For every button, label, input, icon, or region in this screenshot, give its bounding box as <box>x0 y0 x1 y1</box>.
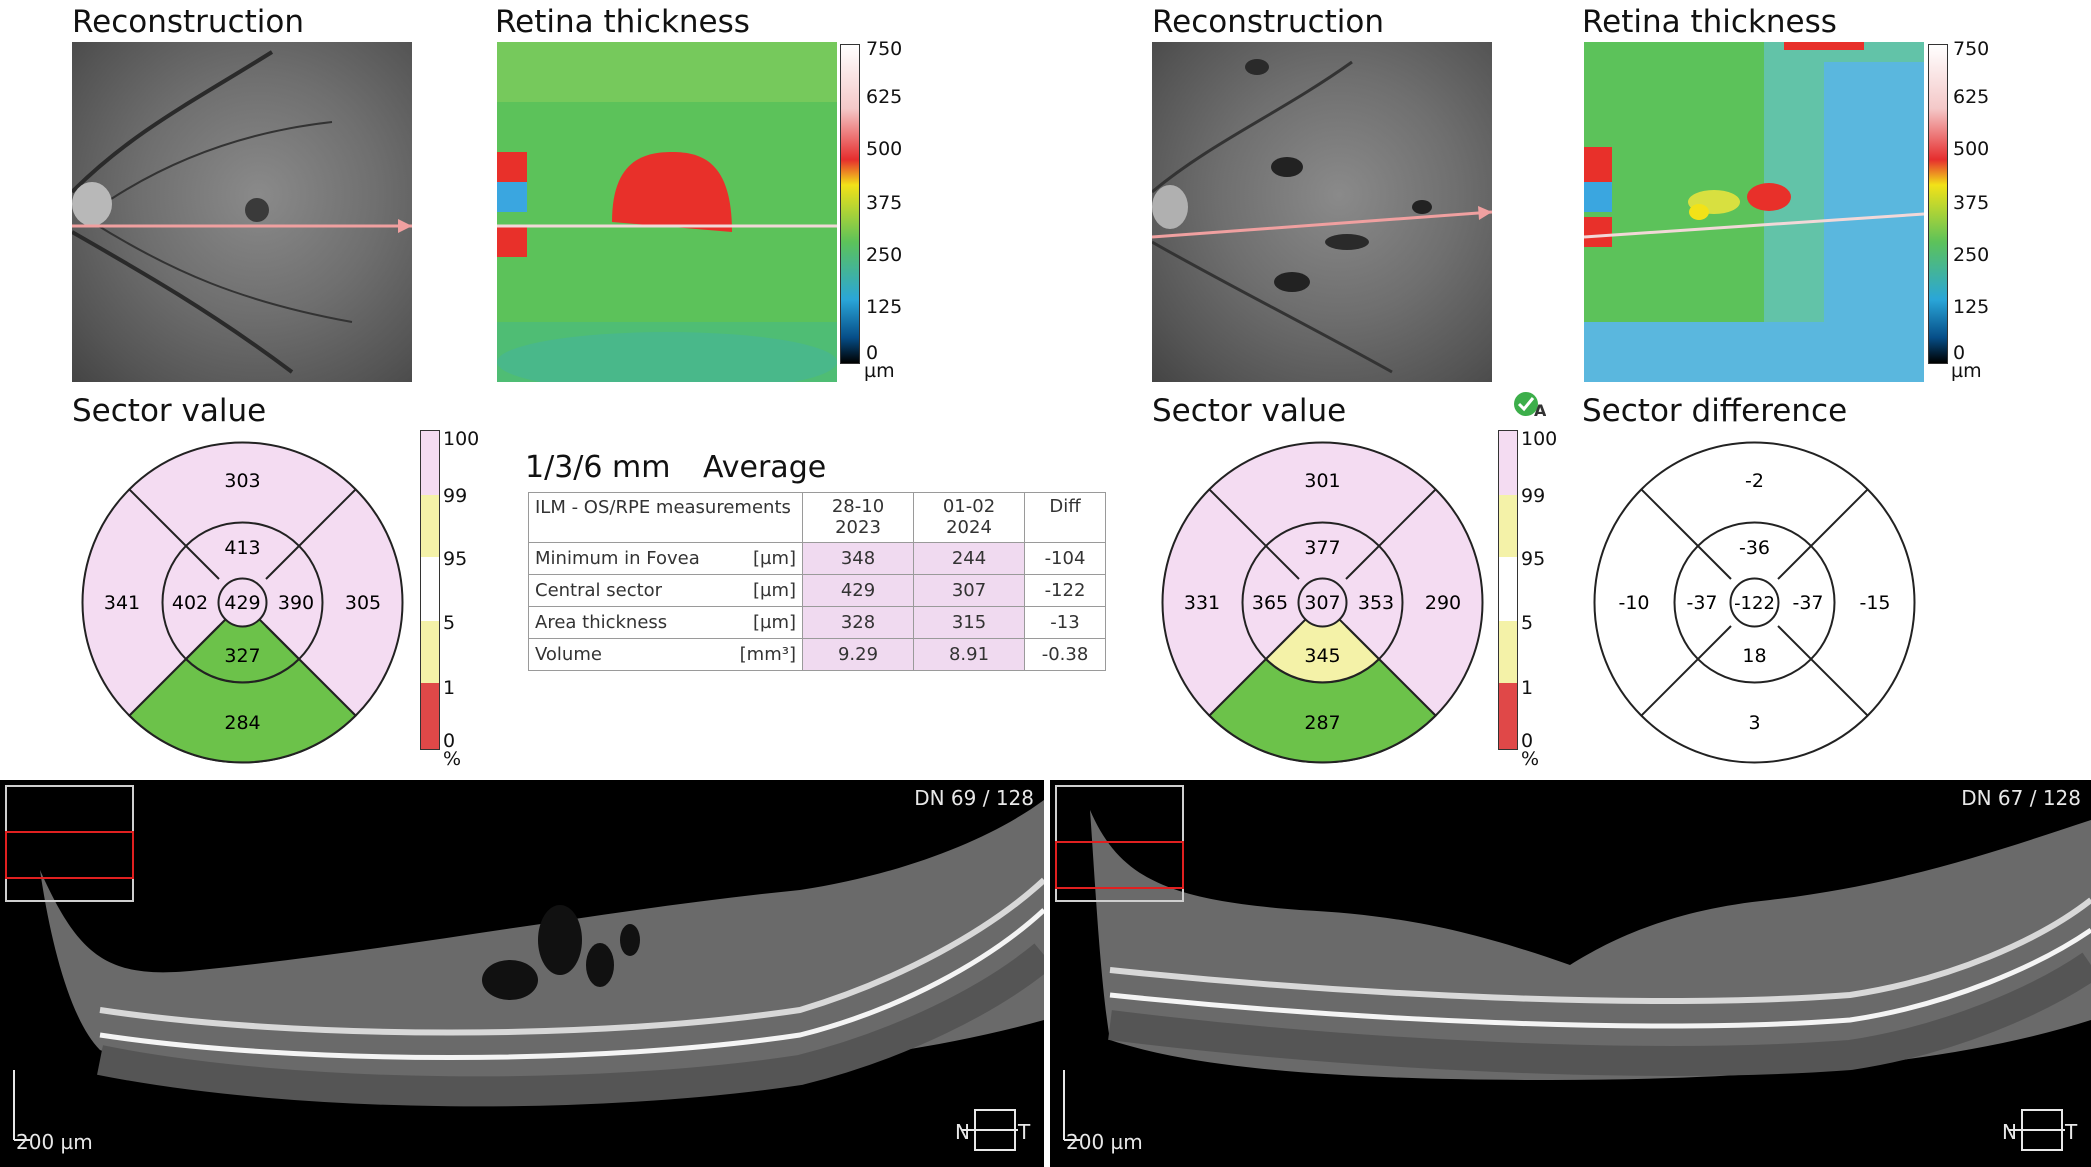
tick: 1 <box>443 677 456 699</box>
sector-inner-left: 365 <box>1252 592 1288 614</box>
table-col-2024: 01-02 2024 <box>913 492 1025 543</box>
left-thickness-title: Retina thickness <box>495 4 750 40</box>
sector-center: 429 <box>224 592 260 614</box>
right-reconstruction-title: Reconstruction <box>1152 4 1385 40</box>
svg-text:A: A <box>1534 401 1546 420</box>
table-col-diff: Diff <box>1024 492 1106 543</box>
tick: 0 <box>443 730 456 752</box>
tick: 625 <box>866 86 903 108</box>
scale-label: 200 µm <box>1066 1130 1143 1154</box>
left-sector-chart[interactable]: 303 413 341 402 429 390 305 327 284 <box>80 440 405 765</box>
table-row: Volume [mm³] 9.29 8.91 -0.38 <box>527 638 1106 671</box>
right-thickness-title: Retina thickness <box>1582 4 1837 40</box>
diff-outer-left: -10 <box>1618 592 1649 614</box>
oct-scan-left[interactable]: DN 69 / 128 200 µm N T <box>0 780 1044 1167</box>
sector-difference-title: Sector difference <box>1582 393 1848 429</box>
diff-inner-bottom: 18 <box>1742 645 1766 667</box>
measurements-table: ILM - OS/RPE measurements 28-10 2023 01-0… <box>527 492 1106 671</box>
diff-inner-left: -37 <box>1686 592 1717 614</box>
scale-label: 200 µm <box>16 1130 93 1154</box>
tick: 5 <box>1521 612 1534 634</box>
tick: 95 <box>443 548 468 570</box>
thickness-unit: µm <box>864 360 895 382</box>
table-row: Central sector [µm] 429 307 -122 <box>527 574 1106 607</box>
tick: 375 <box>866 192 903 214</box>
sector-outer-right: 290 <box>1425 592 1461 614</box>
sector-inner-top: 413 <box>224 537 260 559</box>
tick: 125 <box>1953 296 1990 318</box>
tick: 250 <box>1953 244 1990 266</box>
sector-outer-left: 341 <box>104 592 140 614</box>
right-thickness-map[interactable] <box>1584 42 1924 382</box>
left-thickness-colorbar <box>840 44 860 364</box>
sector-center: 307 <box>1304 592 1340 614</box>
sector-inner-left: 402 <box>172 592 208 614</box>
right-sector-chart[interactable]: 301 377 331 365 307 353 290 345 287 <box>1160 440 1485 765</box>
tick: 1 <box>1521 677 1534 699</box>
percent-unit: % <box>443 748 462 770</box>
diff-inner-right: -37 <box>1792 592 1823 614</box>
right-thickness-colorbar <box>1928 44 1948 364</box>
diff-outer-right: -15 <box>1859 592 1890 614</box>
tick: 0 <box>866 342 879 364</box>
temporal-label: T <box>1018 1120 1031 1144</box>
left-thickness-map[interactable] <box>497 42 837 382</box>
tick: 500 <box>1953 138 1990 160</box>
sector-inner-right: 390 <box>278 592 314 614</box>
table-col-2023: 28-10 2023 <box>802 492 914 543</box>
average-heading: Average <box>703 450 827 485</box>
diff-inner-top: -36 <box>1739 537 1770 559</box>
tick: 750 <box>1953 38 1990 60</box>
tick: 375 <box>1953 192 1990 214</box>
sector-outer-bottom: 284 <box>224 712 260 734</box>
diff-outer-bottom: 3 <box>1748 712 1760 734</box>
dn-readout: DN 69 / 128 <box>914 786 1034 810</box>
left-sector-title: Sector value <box>72 393 267 429</box>
nasal-label: N <box>955 1120 970 1144</box>
right-sector-title: Sector value <box>1152 393 1347 429</box>
sector-outer-top: 301 <box>1304 470 1340 492</box>
tick: 100 <box>1521 428 1558 450</box>
tick: 250 <box>866 244 903 266</box>
oct-scan-right[interactable]: DN 67 / 128 200 µm N T <box>1050 780 2091 1167</box>
tick: 95 <box>1521 548 1546 570</box>
tick: 0 <box>1953 342 1966 364</box>
thickness-unit: µm <box>1951 360 1982 382</box>
table-header-label: ILM - OS/RPE measurements <box>528 492 803 543</box>
sector-outer-right: 305 <box>345 592 381 614</box>
tick: 500 <box>866 138 903 160</box>
tick: 750 <box>866 38 903 60</box>
diff-center: -122 <box>1734 593 1775 614</box>
dn-readout: DN 67 / 128 <box>1961 786 2081 810</box>
sector-inner-bottom: 345 <box>1304 645 1340 667</box>
tick: 99 <box>443 485 468 507</box>
right-reconstruction-image[interactable] <box>1152 42 1492 382</box>
tick: 125 <box>866 296 903 318</box>
sector-difference-chart[interactable]: -2 -36 -10 -37 -122 -37 -15 18 3 <box>1592 440 1917 765</box>
percent-unit: % <box>1521 748 1540 770</box>
tick: 0 <box>1521 730 1534 752</box>
grid-heading: 1/3/6 mm <box>525 450 671 485</box>
left-reconstruction-image[interactable] <box>72 42 412 382</box>
table-row: Area thickness [µm] 328 315 -13 <box>527 606 1106 639</box>
sector-inner-bottom: 327 <box>224 645 260 667</box>
sector-outer-bottom: 287 <box>1304 712 1340 734</box>
temporal-label: T <box>2065 1120 2078 1144</box>
tick: 99 <box>1521 485 1546 507</box>
tick: 5 <box>443 612 456 634</box>
table-row: Minimum in Fovea [µm] 348 244 -104 <box>527 542 1106 575</box>
tick: 625 <box>1953 86 1990 108</box>
sector-outer-top: 303 <box>224 470 260 492</box>
left-reconstruction-title: Reconstruction <box>72 4 305 40</box>
right-percent-colorbar <box>1498 430 1518 750</box>
diff-outer-top: -2 <box>1745 470 1764 492</box>
tick: 100 <box>443 428 480 450</box>
left-percent-colorbar <box>420 430 440 750</box>
nasal-label: N <box>2002 1120 2017 1144</box>
sector-outer-left: 331 <box>1184 592 1220 614</box>
check-approved-icon[interactable]: A <box>1512 390 1546 420</box>
sector-inner-top: 377 <box>1304 537 1340 559</box>
sector-inner-right: 353 <box>1358 592 1394 614</box>
